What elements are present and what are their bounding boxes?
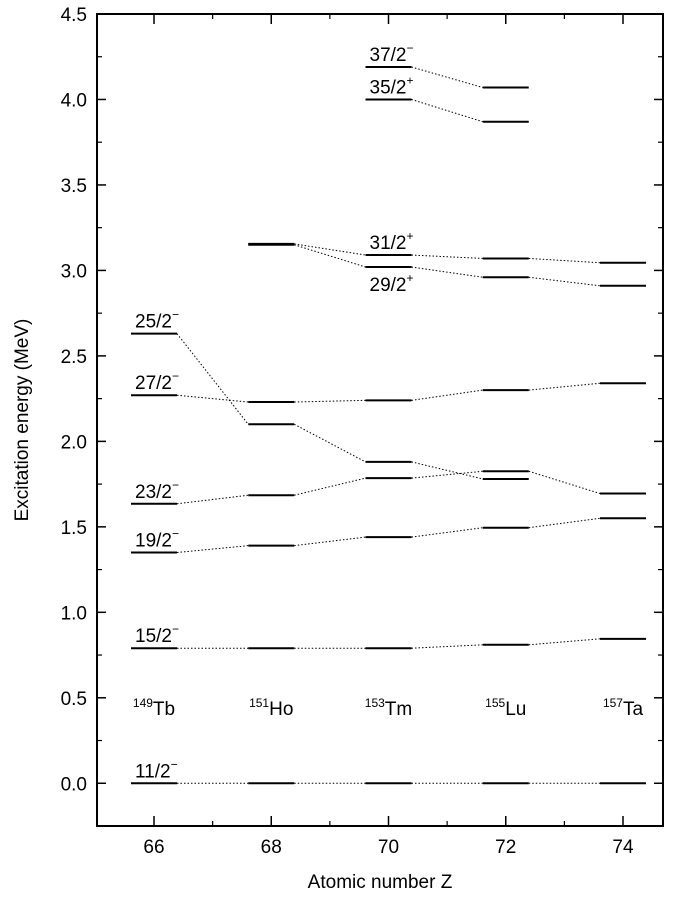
level-connector <box>411 389 483 401</box>
level-connector <box>176 333 249 425</box>
x-tick-label: 68 <box>261 837 282 858</box>
spin-parity-label: 37/2− <box>370 41 414 66</box>
level-connector <box>528 257 601 264</box>
level-connector <box>294 423 366 463</box>
level-connector <box>411 66 483 88</box>
spin-parity-label: 19/2− <box>135 526 179 551</box>
y-axis-label: Excitation energy (MeV) <box>12 319 33 522</box>
x-axis-label: Atomic number Z <box>308 872 453 893</box>
level-connector <box>411 266 483 278</box>
level-connector <box>294 477 366 496</box>
level-connector <box>528 470 601 494</box>
level-connector <box>294 399 366 403</box>
level-connector <box>528 517 601 529</box>
y-tick-label: 4.0 <box>61 90 87 111</box>
level-connector <box>411 98 483 123</box>
level-connector <box>294 243 366 256</box>
y-tick-label: 2.0 <box>61 432 87 453</box>
spin-parity-label: 11/2− <box>135 757 178 782</box>
x-tick-label: 74 <box>612 837 634 858</box>
y-tick-label: 4.5 <box>61 5 87 26</box>
nucleus-label: 155Lu <box>485 696 526 720</box>
x-tick-label: 72 <box>495 837 516 858</box>
x-tick-label: 70 <box>378 837 399 858</box>
spin-parity-label: 27/2− <box>135 369 179 394</box>
level-connector <box>411 644 483 649</box>
spin-parity-label: 31/2+ <box>370 229 414 254</box>
level-connector <box>528 638 601 646</box>
y-tick-label: 1.5 <box>61 518 87 539</box>
level-connector <box>176 545 249 553</box>
x-tick-label: 66 <box>143 837 164 858</box>
plot-frame <box>96 13 664 827</box>
spin-parity-label: 29/2+ <box>370 271 414 296</box>
spin-parity-label: 15/2− <box>135 622 179 647</box>
level-connector <box>294 536 366 547</box>
level-connector <box>411 461 483 480</box>
y-tick-label: 3.5 <box>61 176 87 197</box>
level-connector <box>294 244 366 268</box>
level-connector <box>411 254 483 259</box>
y-tick-label: 3.0 <box>61 261 87 282</box>
y-tick-label: 2.5 <box>61 347 87 368</box>
level-connector <box>176 494 249 505</box>
level-connector <box>528 382 601 391</box>
y-tick-label: 1.0 <box>61 603 87 624</box>
level-connector <box>176 394 249 403</box>
y-tick-label: 0.0 <box>61 774 87 795</box>
nucleus-label: 151Ho <box>249 696 293 720</box>
nucleus-label: 149Tb <box>133 696 175 720</box>
spin-parity-label: 25/2− <box>135 308 179 333</box>
spin-parity-label: 23/2− <box>135 478 179 503</box>
level-connector <box>528 276 601 287</box>
nucleus-label: 157Ta <box>603 696 644 720</box>
spin-parity-label: 35/2+ <box>370 73 414 98</box>
level-connector <box>411 470 483 479</box>
nucleus-label: 153Tm <box>365 696 412 720</box>
y-tick-label: 0.5 <box>61 689 87 710</box>
level-connector <box>411 527 483 538</box>
